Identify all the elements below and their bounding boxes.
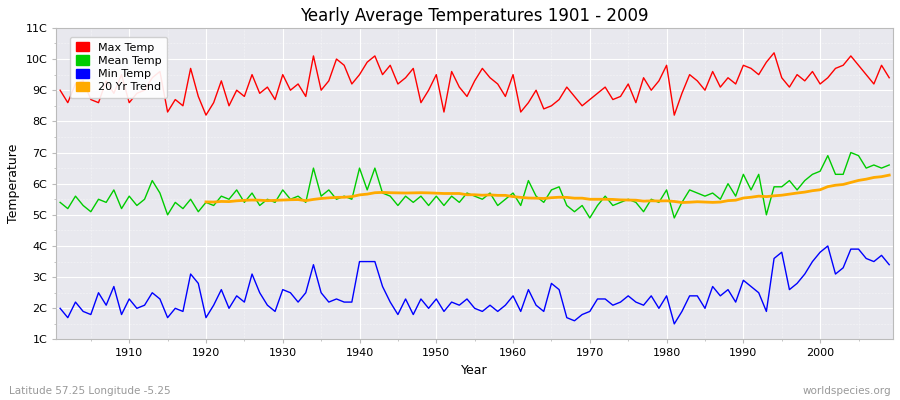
X-axis label: Year: Year — [462, 364, 488, 377]
Legend: Max Temp, Mean Temp, Min Temp, 20 Yr Trend: Max Temp, Mean Temp, Min Temp, 20 Yr Tre… — [70, 36, 167, 98]
Text: Latitude 57.25 Longitude -5.25: Latitude 57.25 Longitude -5.25 — [9, 386, 171, 396]
Text: worldspecies.org: worldspecies.org — [803, 386, 891, 396]
Title: Yearly Average Temperatures 1901 - 2009: Yearly Average Temperatures 1901 - 2009 — [301, 7, 649, 25]
Y-axis label: Temperature: Temperature — [7, 144, 20, 223]
